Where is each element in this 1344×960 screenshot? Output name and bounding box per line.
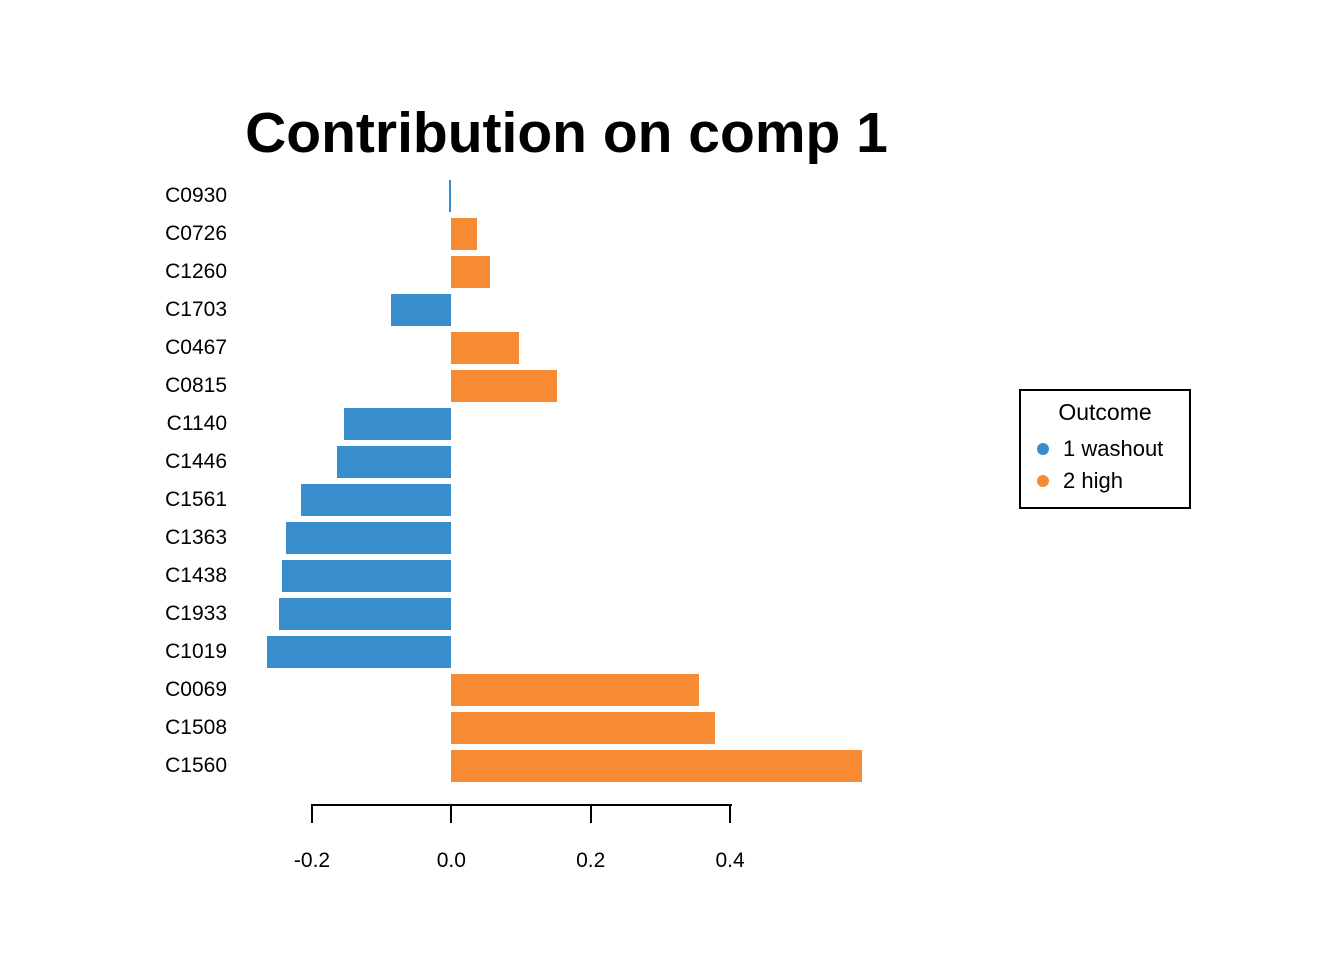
legend: Outcome 1 washout 2 high: [1019, 389, 1191, 509]
x-axis-tick: [311, 804, 313, 823]
category-label: C1561: [165, 488, 227, 511]
category-label: C1560: [165, 754, 227, 777]
legend-dot-icon: [1037, 475, 1049, 487]
category-label: C0726: [165, 222, 227, 245]
category-label: C1933: [165, 602, 227, 625]
legend-item-label: 2 high: [1063, 468, 1123, 493]
legend-item: 2 high: [1037, 465, 1189, 497]
x-axis-line: [312, 804, 733, 806]
x-axis-tick: [729, 804, 732, 823]
x-axis-tick: [450, 804, 453, 823]
bar: [300, 484, 452, 516]
x-axis-tick-label: 0.0: [436, 849, 466, 872]
category-label: C0467: [165, 336, 227, 359]
category-label: C1438: [165, 564, 227, 587]
bar: [337, 446, 452, 478]
bar: [451, 712, 716, 744]
bar: [279, 598, 452, 630]
x-axis-tick-label: 0.2: [576, 849, 606, 872]
bar: [344, 408, 452, 440]
category-label: C1019: [165, 640, 227, 663]
x-axis-tick-label: 0.4: [715, 849, 745, 872]
bar: [286, 522, 452, 554]
chart-title: Contribution on comp 1: [245, 101, 888, 165]
bar: [451, 674, 700, 706]
legend-item: 1 washout: [1037, 433, 1189, 465]
category-label: C1363: [165, 526, 227, 549]
x-axis-tick-label: -0.2: [293, 849, 331, 872]
bar: [451, 218, 478, 250]
category-label: C1260: [165, 260, 227, 283]
legend-item-label: 1 washout: [1063, 436, 1164, 461]
bar: [282, 560, 452, 592]
bar: [449, 180, 452, 212]
category-label: C0815: [165, 374, 227, 397]
category-label: C1140: [166, 412, 227, 435]
legend-items: 1 washout 2 high: [1021, 433, 1189, 497]
bar: [267, 636, 452, 668]
category-label: C1703: [165, 298, 227, 321]
bar: [451, 750, 863, 782]
bar: [451, 332, 519, 364]
legend-dot-icon: [1037, 443, 1049, 455]
bar: [451, 370, 558, 402]
bar: [451, 256, 490, 288]
category-label: C1508: [165, 716, 227, 739]
category-label: C1446: [165, 450, 227, 473]
category-label: C0930: [165, 184, 227, 207]
x-axis-tick: [589, 804, 592, 823]
legend-title: Outcome: [1058, 399, 1152, 425]
category-label: C0069: [165, 678, 227, 701]
bar: [390, 294, 452, 326]
